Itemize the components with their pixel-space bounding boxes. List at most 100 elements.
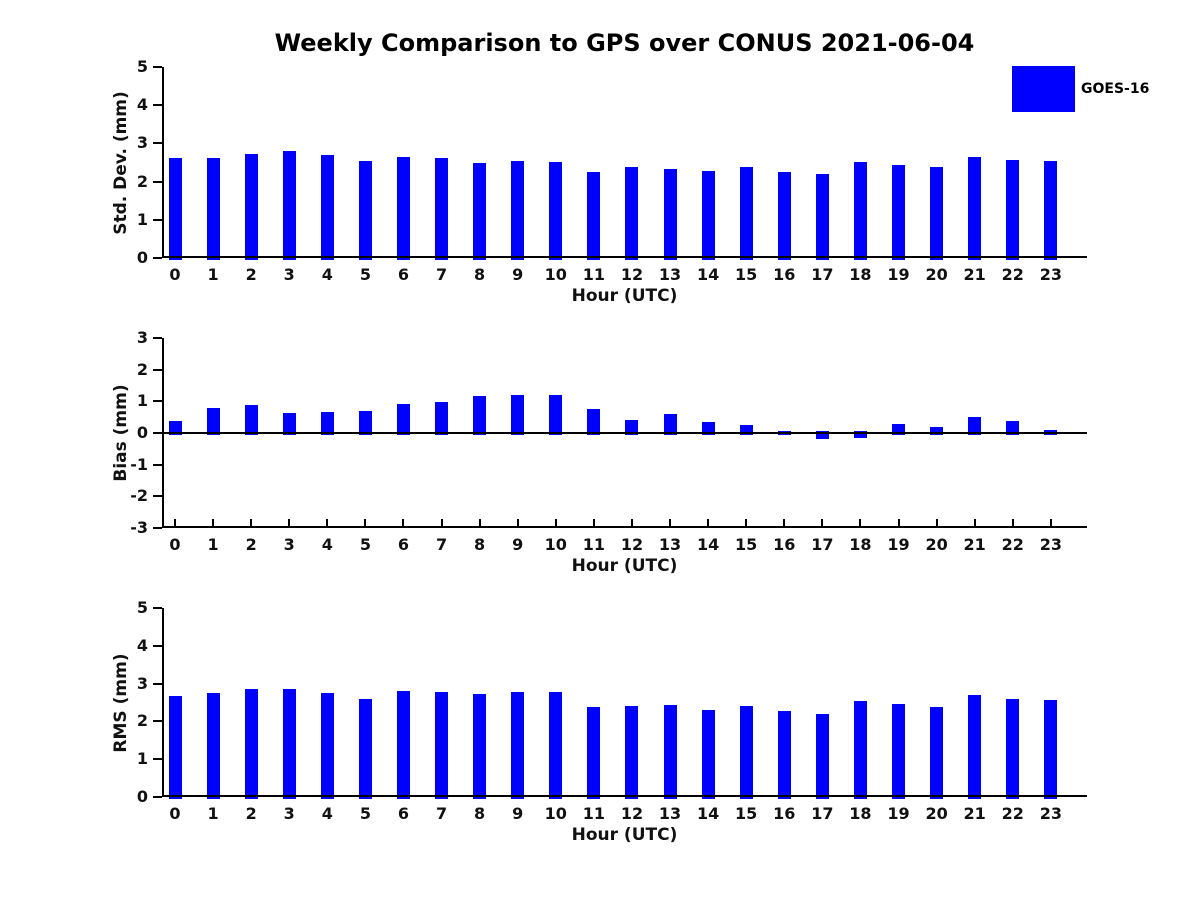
bar-stddev-hour-4 xyxy=(320,154,334,260)
y-tick-label-bias-3: 3 xyxy=(136,328,148,347)
x-tick-bias-23 xyxy=(1049,519,1052,528)
x-tick-label-bias-14: 14 xyxy=(696,535,720,554)
x-tick-label-stddev-16: 16 xyxy=(773,265,796,284)
bar-bias-hour-22 xyxy=(1006,420,1020,435)
bar-bias-hour-20 xyxy=(930,427,944,435)
bar-bias-hour-1 xyxy=(206,407,220,435)
x-tick-label-rms-22: 22 xyxy=(1001,804,1024,823)
bar-stddev-hour-22 xyxy=(1006,159,1020,260)
bar-rms-hour-5 xyxy=(358,698,372,799)
x-tick-label-bias-18: 18 xyxy=(849,535,872,554)
x-tick-label-bias-1: 1 xyxy=(207,535,219,554)
x-tick-label-stddev-20: 20 xyxy=(925,265,948,284)
bar-bias-hour-4 xyxy=(320,412,334,435)
bar-rms-hour-9 xyxy=(511,691,525,799)
y-tick-label-bias-0: 0 xyxy=(136,423,148,442)
bar-rms-hour-22 xyxy=(1006,699,1020,799)
legend-swatch-goes16 xyxy=(1012,66,1075,112)
y-tick-label-rms-5: 5 xyxy=(136,598,148,617)
bar-bias-hour-21 xyxy=(968,416,982,435)
x-tick-label-bias-5: 5 xyxy=(359,535,371,554)
figure-title: Weekly Comparison to GPS over CONUS 2021… xyxy=(274,29,975,57)
x-tick-label-bias-7: 7 xyxy=(435,535,448,554)
x-tick-label-rms-19: 19 xyxy=(887,804,910,823)
y-tick-bias-3 xyxy=(153,337,162,339)
bar-rms-hour-14 xyxy=(701,710,715,799)
bar-rms-hour-8 xyxy=(473,694,487,799)
x-tick-bias-16 xyxy=(783,519,786,528)
bar-rms-hour-13 xyxy=(663,705,677,799)
bar-bias-hour-14 xyxy=(701,421,715,435)
bar-rms-hour-6 xyxy=(396,691,410,799)
y-tick-label-bias--2: -2 xyxy=(130,486,148,506)
x-tick-bias-18 xyxy=(859,519,862,528)
x-tick-label-stddev-11: 11 xyxy=(582,265,605,284)
y-tick-stddev-5 xyxy=(153,66,162,68)
y-tick-label-bias--1: -1 xyxy=(130,454,148,474)
bar-stddev-hour-20 xyxy=(930,167,944,260)
y-tick-rms-2 xyxy=(153,720,162,723)
x-tick-label-stddev-9: 9 xyxy=(512,265,524,284)
bar-bias-hour-15 xyxy=(739,425,753,435)
x-tick-label-bias-0: 0 xyxy=(169,535,181,554)
y-axis-title-rms: RMS (mm) xyxy=(111,652,131,753)
x-tick-label-stddev-18: 18 xyxy=(849,265,872,284)
x-tick-label-bias-21: 21 xyxy=(963,535,986,554)
bar-bias-hour-12 xyxy=(625,420,639,435)
y-axis-line-stddev xyxy=(162,67,164,258)
x-tick-label-stddev-13: 13 xyxy=(658,265,682,284)
y-tick-stddev-4 xyxy=(153,104,162,107)
y-tick-stddev-2 xyxy=(153,180,162,183)
plot-area-bias: -3 -2 -1 0 1 2 3 0 1 2 3 4 5 6 7 8 9 10 11 12 13 14 15 16 17 18 19… xyxy=(130,328,1087,576)
x-tick-label-rms-11: 11 xyxy=(582,804,605,823)
x-tick-label-stddev-23: 23 xyxy=(1039,265,1062,284)
bar-bias-hour-10 xyxy=(549,395,563,435)
x-tick-label-bias-10: 10 xyxy=(544,535,567,554)
x-tick-label-stddev-7: 7 xyxy=(435,265,448,284)
x-tick-label-bias-23: 23 xyxy=(1039,535,1062,554)
bar-rms-hour-2 xyxy=(244,689,258,799)
x-tick-bias-14 xyxy=(707,519,710,528)
x-tick-label-stddev-6: 6 xyxy=(397,265,410,284)
x-axis-line-bias xyxy=(162,526,1087,528)
x-tick-label-bias-15: 15 xyxy=(735,535,758,554)
y-tick-stddev-1 xyxy=(153,218,162,221)
bar-stddev-hour-9 xyxy=(511,161,525,260)
bar-bias-hour-6 xyxy=(396,403,410,435)
x-tick-bias-4 xyxy=(326,519,329,528)
y-tick-label-stddev-5: 5 xyxy=(136,57,148,76)
x-tick-bias-9 xyxy=(516,519,519,528)
y-tick-label-rms-1: 1 xyxy=(136,749,148,769)
bar-stddev-hour-2 xyxy=(244,154,258,260)
x-axis-line-stddev xyxy=(162,256,1087,258)
y-axis-title-stddev: Std. Dev. (mm) xyxy=(111,90,131,235)
bar-bias-hour-5 xyxy=(358,411,372,435)
y-axis-title-bias: Bias (mm) xyxy=(111,384,131,482)
x-tick-label-rms-21: 21 xyxy=(963,804,986,823)
x-tick-label-stddev-21: 21 xyxy=(963,265,986,284)
bar-rms-hour-15 xyxy=(739,705,753,799)
x-axis-title-bias: Hour (UTC) xyxy=(571,556,678,576)
x-tick-label-bias-12: 12 xyxy=(620,535,644,554)
bar-bias-hour-2 xyxy=(244,405,258,435)
x-tick-label-bias-19: 19 xyxy=(887,535,910,554)
x-tick-label-bias-3: 3 xyxy=(283,535,295,554)
bar-rms-hour-3 xyxy=(282,689,296,799)
bar-rms-hour-20 xyxy=(930,707,944,799)
plot-area-rms: 0 1 2 3 4 5 0 1 2 3 4 5 6 7 8 9 10 11 12 13 14 15 16 17 18 19 20 21… xyxy=(137,598,1087,845)
x-tick-label-bias-17: 17 xyxy=(811,535,834,554)
x-tick-label-rms-2: 2 xyxy=(245,804,257,823)
x-tick-label-rms-9: 9 xyxy=(512,804,524,823)
bar-bias-hour-18 xyxy=(853,431,867,438)
x-tick-label-bias-11: 11 xyxy=(582,535,605,554)
x-tick-bias-8 xyxy=(478,519,481,528)
y-tick-bias--2 xyxy=(153,495,162,498)
x-tick-bias-13 xyxy=(669,519,672,528)
x-tick-label-stddev-3: 3 xyxy=(283,265,295,284)
x-tick-label-stddev-4: 4 xyxy=(321,265,333,284)
x-tick-label-rms-4: 4 xyxy=(321,804,333,823)
x-axis-title-stddev: Hour (UTC) xyxy=(571,286,678,306)
y-tick-stddev-0 xyxy=(153,257,162,259)
x-tick-bias-6 xyxy=(402,519,405,528)
